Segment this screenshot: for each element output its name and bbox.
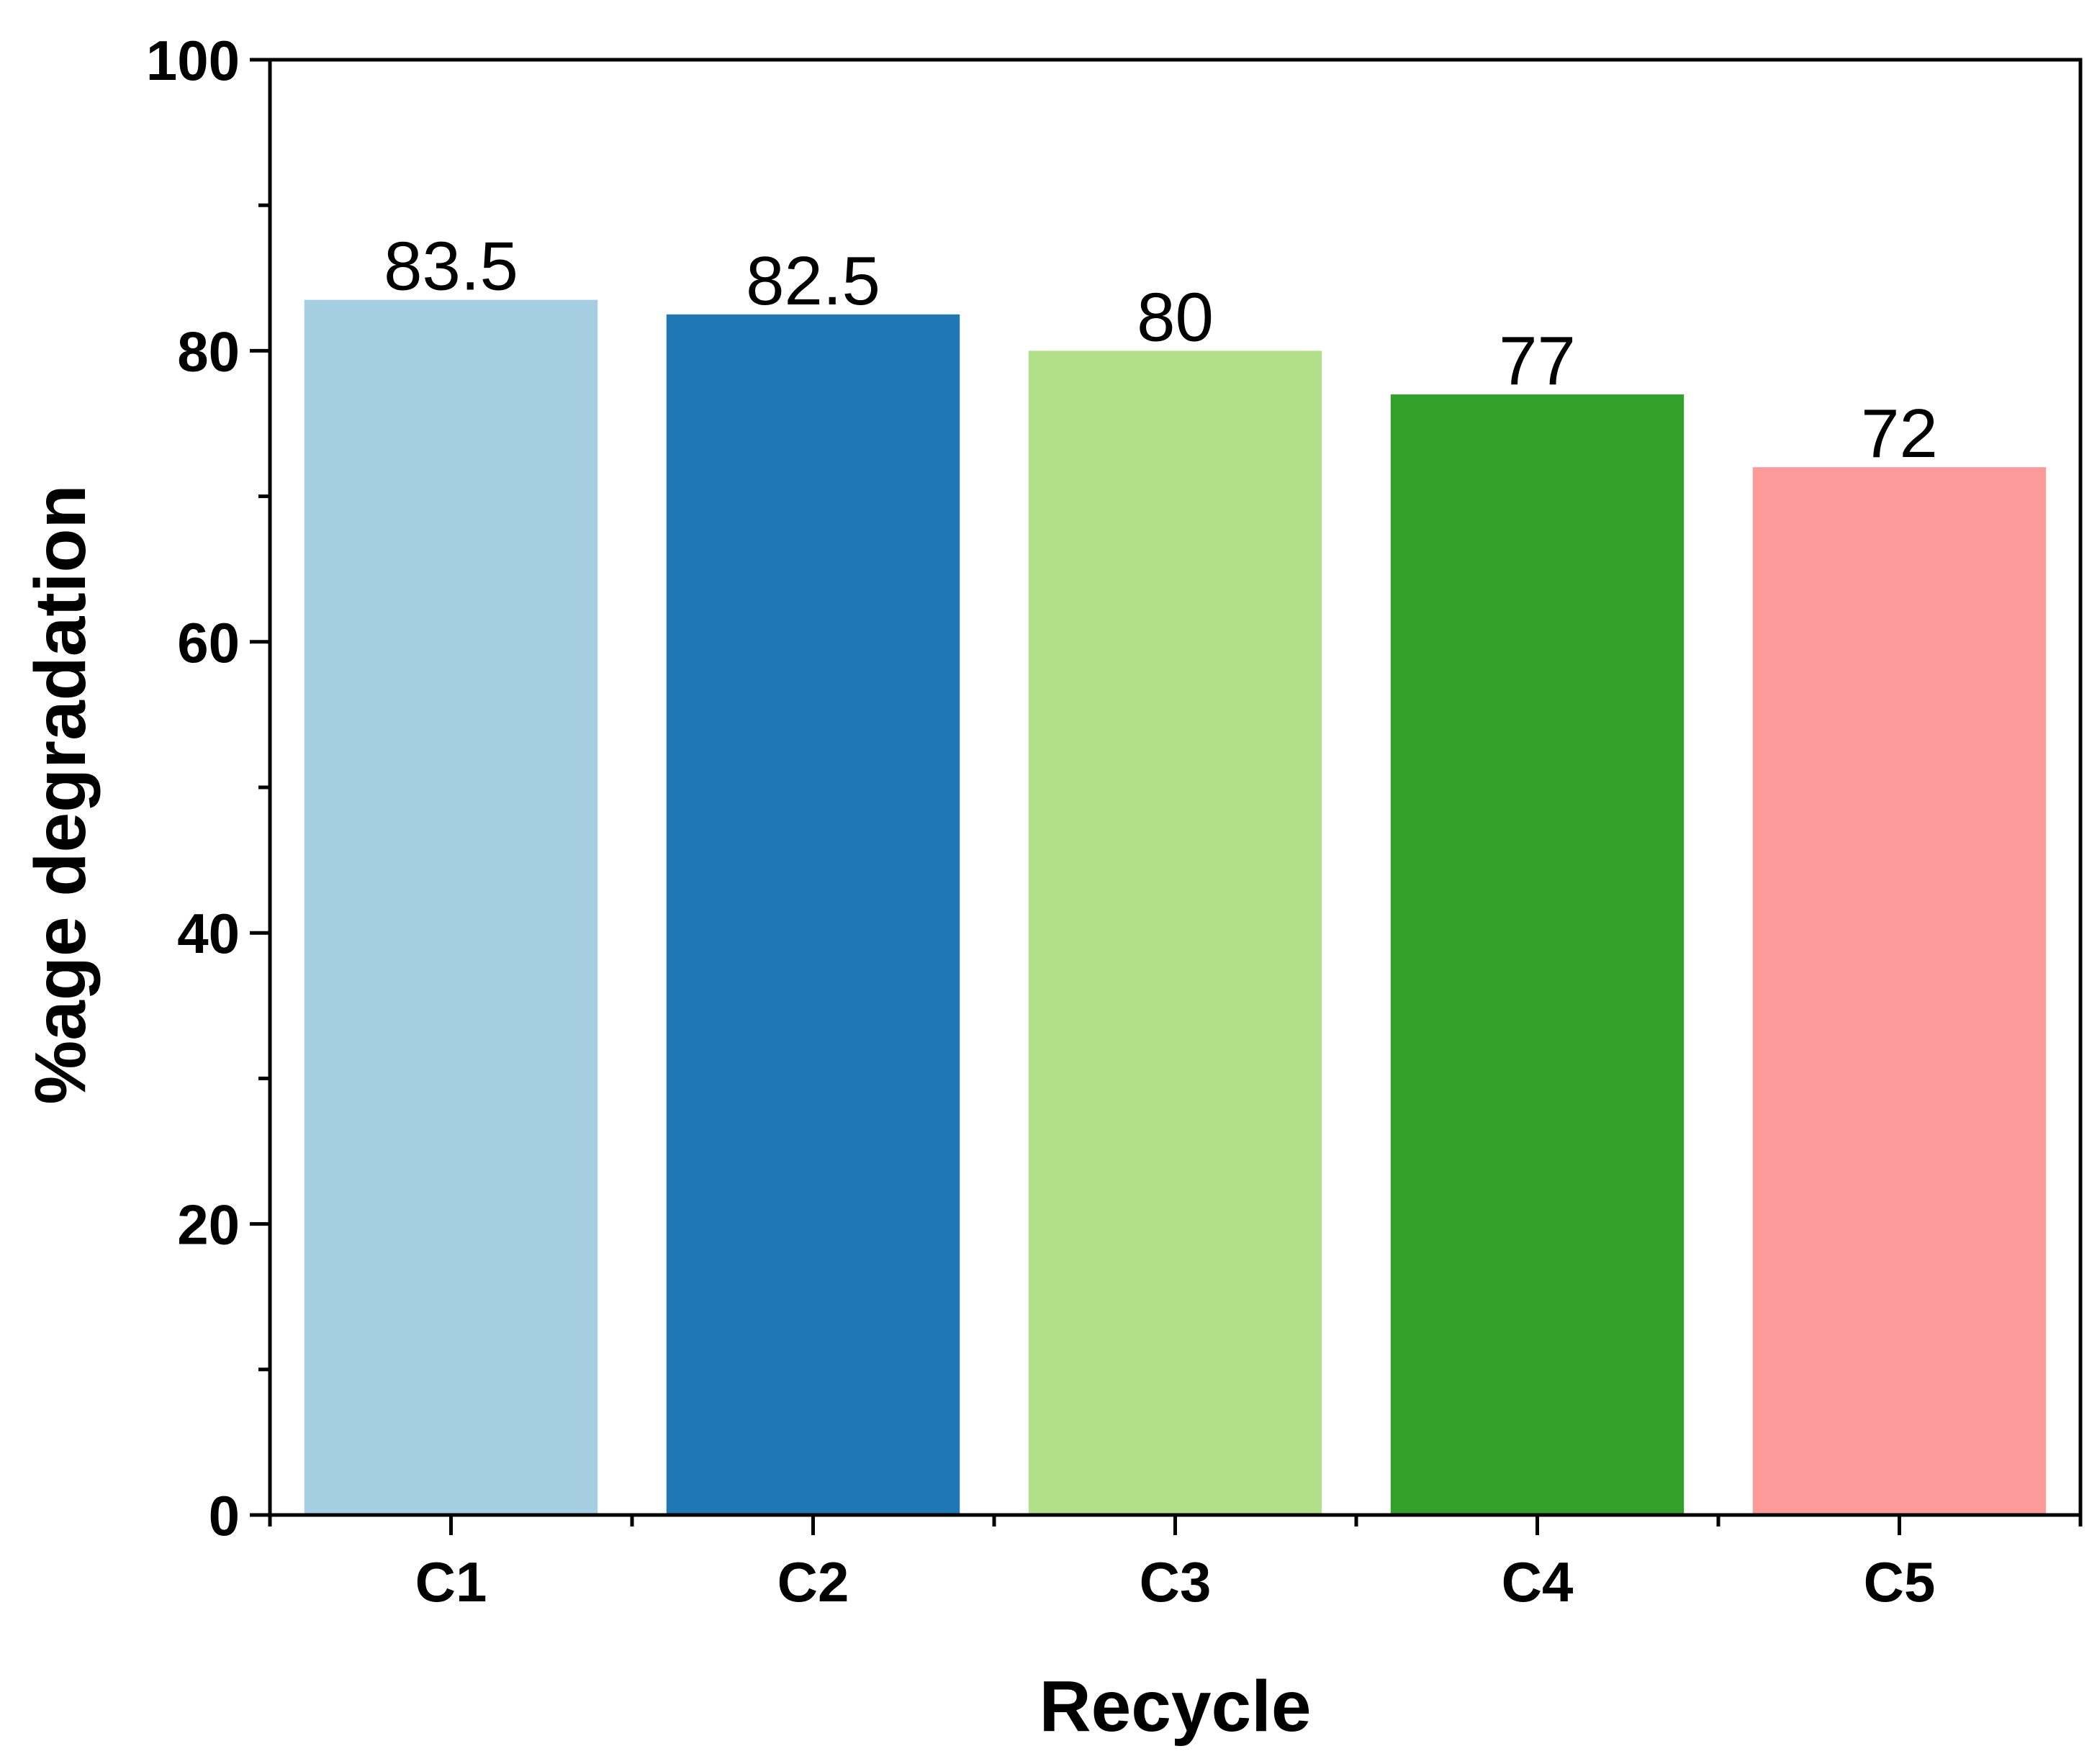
x-tick-label: C1 [415, 1550, 487, 1614]
x-tick-label: C2 [777, 1550, 849, 1614]
data-label-c1: 83.5 [384, 228, 518, 305]
x-tick-label: C5 [1864, 1550, 1936, 1614]
data-label-c3: 80 [1137, 279, 1214, 356]
bar-c3 [1028, 350, 1322, 1515]
y-tick-label: 0 [209, 1484, 240, 1547]
y-tick-label: 20 [177, 1193, 240, 1257]
y-axis: 0 20 40 60 80 100 [146, 29, 270, 1547]
bar-c1 [304, 299, 598, 1515]
x-axis: C1 C2 C3 C4 C5 [268, 1515, 2083, 1614]
bar-c4 [1390, 394, 1685, 1515]
data-label-c2: 82.5 [746, 243, 880, 320]
bars-group [304, 299, 2047, 1516]
y-tick-label: 100 [146, 29, 240, 92]
y-tick-label: 80 [177, 320, 240, 383]
y-tick-label: 60 [177, 611, 240, 674]
x-tick-label: C3 [1140, 1550, 1212, 1614]
bar-c2 [666, 314, 960, 1516]
data-label-c5: 72 [1861, 395, 1938, 472]
y-tick-label: 40 [177, 902, 240, 965]
data-labels-group: 83.5 82.5 80 77 72 [384, 228, 1938, 473]
bar-c5 [1752, 467, 2047, 1516]
y-axis-title: %age degradation [20, 484, 101, 1104]
x-axis-title: Recycle [1039, 1666, 1311, 1747]
x-tick-label: C4 [1502, 1550, 1574, 1614]
data-label-c4: 77 [1499, 322, 1576, 399]
